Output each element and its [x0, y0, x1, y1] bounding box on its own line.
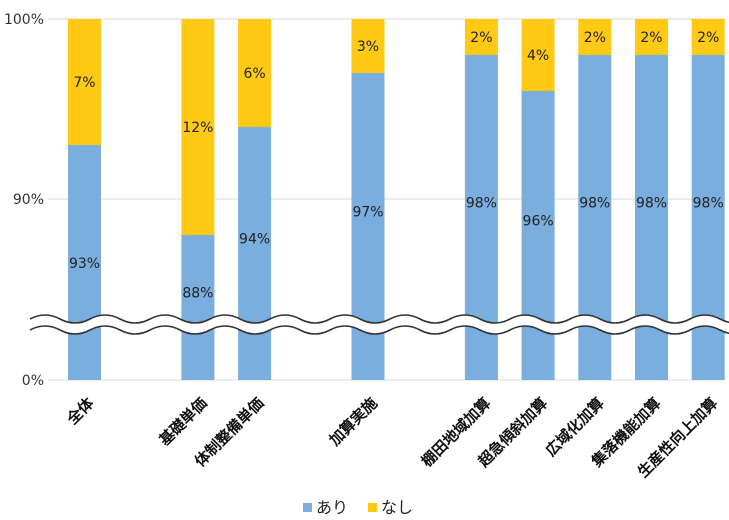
- bar-nashi: [578, 19, 612, 55]
- data-label-ari: 96%: [523, 214, 554, 230]
- data-label-ari: 98%: [466, 196, 497, 212]
- data-label-nashi: 6%: [243, 66, 265, 82]
- data-label-nashi: 12%: [182, 120, 213, 136]
- y-tick-label: 90%: [13, 192, 44, 208]
- axis-break-band: [30, 315, 729, 334]
- bar-nashi: [351, 19, 385, 73]
- data-label-nashi: 7%: [73, 75, 95, 91]
- data-label-nashi: 2%: [470, 30, 492, 46]
- bar-ari: [521, 91, 555, 380]
- data-label-nashi: 2%: [640, 30, 662, 46]
- bar-nashi: [68, 19, 101, 145]
- axis-break-line: [29, 325, 729, 335]
- data-label-ari: 98%: [579, 196, 610, 212]
- bar-nashi: [238, 19, 272, 127]
- legend-label: あり: [316, 498, 348, 517]
- data-label-nashi: 4%: [527, 48, 549, 64]
- axis-break-line: [29, 314, 729, 324]
- y-axis-ticks: 0% 90% 100%: [4, 12, 44, 389]
- bar-ari: [68, 145, 101, 380]
- bar-nashi: [635, 19, 668, 55]
- category-label: 加算実施: [325, 394, 381, 450]
- bar-ari: [691, 55, 725, 380]
- bar-nashi: [691, 19, 725, 55]
- bar-nashi: [181, 19, 215, 235]
- legend-label: なし: [381, 498, 413, 517]
- category-label: 基礎単価: [155, 394, 211, 450]
- data-label-nashi: 2%: [697, 30, 719, 46]
- legend-swatch: [368, 503, 377, 512]
- data-label-ari: 98%: [636, 196, 667, 212]
- bar-nashi: [521, 19, 555, 91]
- y-tick-label: 100%: [4, 12, 44, 28]
- data-label-ari: 98%: [693, 196, 724, 212]
- data-label-ari: 93%: [69, 256, 100, 272]
- gridlines: [48, 18, 725, 381]
- data-label-ari: 88%: [182, 286, 213, 302]
- axis-break: [29, 314, 729, 335]
- data-label-ari: 97%: [352, 205, 383, 221]
- legend-swatch: [303, 503, 312, 512]
- data-label-ari: 94%: [239, 232, 270, 248]
- bar-nashi: [464, 19, 498, 55]
- bar-ari: [181, 235, 215, 380]
- category-label: 全体: [63, 393, 98, 428]
- data-label-nashi: 3%: [357, 39, 379, 55]
- y-tick-label: 0%: [22, 373, 44, 389]
- bar-ari: [238, 127, 272, 380]
- legend: あり なし: [303, 498, 413, 517]
- data-label-nashi: 2%: [584, 30, 606, 46]
